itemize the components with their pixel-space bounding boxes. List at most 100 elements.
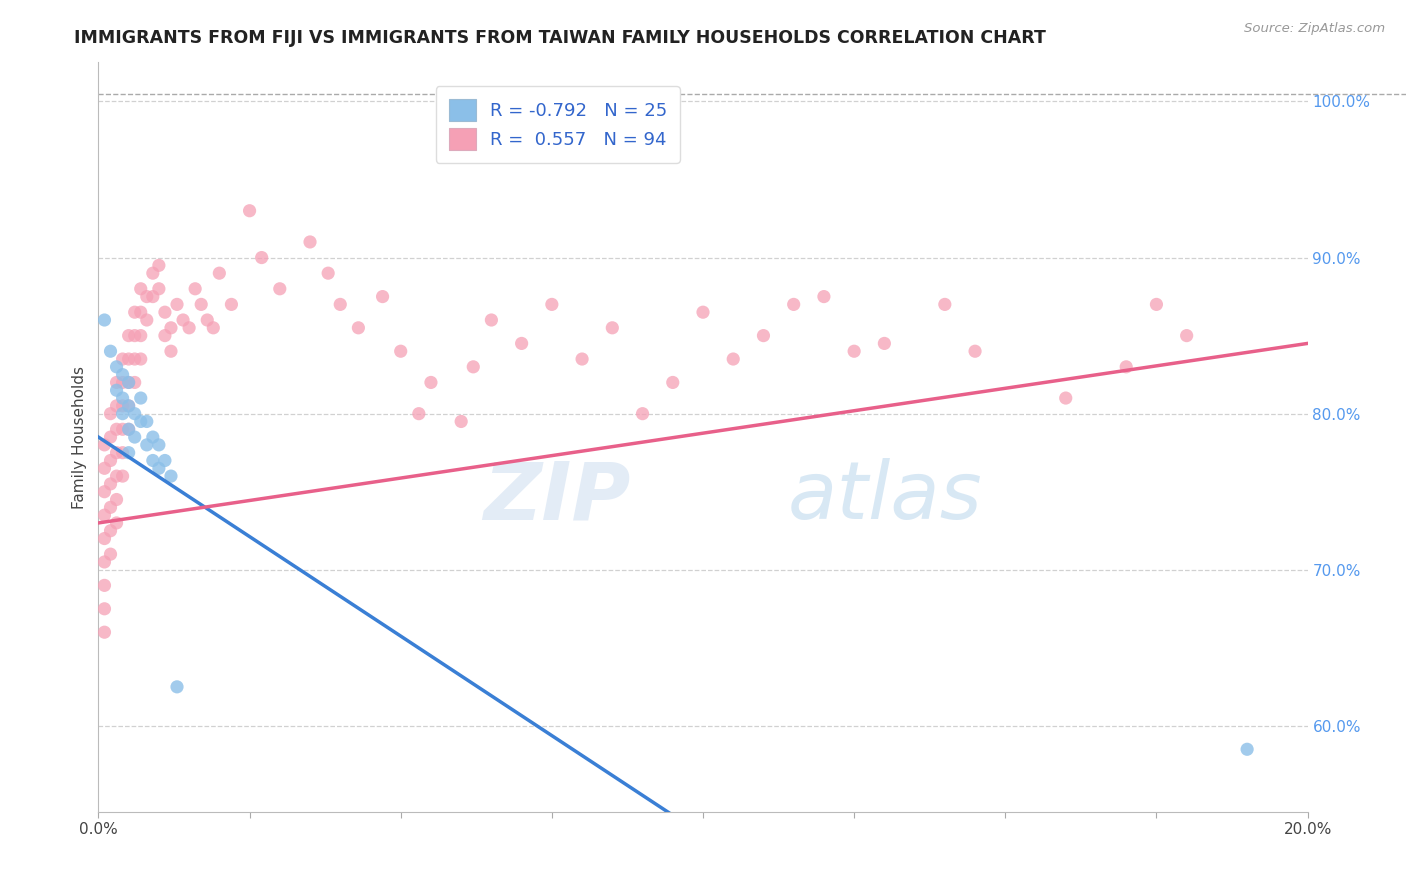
Point [752, 328, 775, 343]
Point [160, 469, 183, 483]
Point [93, 601, 115, 615]
Point [723, 351, 745, 366]
Point [450, 414, 472, 428]
Point [100, 524, 122, 538]
Point [93, 578, 115, 592]
Point [661, 376, 683, 390]
Point [873, 336, 896, 351]
Point [105, 384, 128, 398]
Point [934, 297, 956, 311]
Point [129, 328, 152, 343]
Point [316, 266, 339, 280]
Point [105, 445, 128, 459]
Point [148, 282, 170, 296]
Point [111, 391, 134, 405]
Point [129, 391, 152, 405]
Point [129, 282, 152, 296]
Point [100, 344, 122, 359]
Point [135, 414, 157, 428]
Point [93, 625, 115, 640]
Point [111, 422, 134, 436]
Point [571, 351, 593, 366]
Point [111, 399, 134, 413]
Point [166, 297, 188, 311]
Point [160, 320, 183, 334]
Point [124, 430, 146, 444]
Point [1054, 391, 1077, 405]
Point [190, 297, 212, 311]
Text: atlas: atlas [787, 458, 983, 536]
Point [100, 500, 122, 515]
Point [166, 680, 188, 694]
Point [602, 320, 624, 334]
Point [124, 407, 146, 421]
Point [813, 289, 835, 303]
Point [100, 430, 122, 444]
Point [93, 508, 115, 522]
Point [965, 344, 987, 359]
Point [1144, 297, 1167, 311]
Point [105, 516, 128, 530]
Point [299, 235, 322, 249]
Point [118, 445, 141, 459]
Point [105, 469, 128, 483]
Point [129, 414, 152, 428]
Point [111, 368, 134, 382]
Point [148, 258, 170, 272]
Point [540, 297, 562, 311]
Point [463, 359, 485, 374]
Point [371, 289, 394, 303]
Point [105, 376, 128, 390]
Point [93, 461, 115, 475]
Point [1115, 359, 1137, 374]
Point [153, 305, 176, 319]
Point [1236, 742, 1258, 756]
Point [153, 453, 176, 467]
Point [631, 407, 654, 421]
Point [148, 438, 170, 452]
Point [142, 266, 165, 280]
Text: IMMIGRANTS FROM FIJI VS IMMIGRANTS FROM TAIWAN FAMILY HOUSEHOLDS CORRELATION CHA: IMMIGRANTS FROM FIJI VS IMMIGRANTS FROM … [75, 29, 1046, 47]
Point [692, 305, 714, 319]
Point [172, 313, 194, 327]
Point [93, 555, 115, 569]
Point [250, 251, 273, 265]
Point [100, 407, 122, 421]
Point [118, 422, 141, 436]
Point [118, 376, 141, 390]
Point [93, 438, 115, 452]
Point [105, 492, 128, 507]
Point [93, 484, 115, 499]
Point [783, 297, 806, 311]
Point [135, 438, 157, 452]
Point [153, 328, 176, 343]
Point [481, 313, 503, 327]
Point [129, 351, 152, 366]
Point [111, 445, 134, 459]
Point [389, 344, 412, 359]
Point [408, 407, 430, 421]
Point [202, 320, 225, 334]
Point [221, 297, 243, 311]
Point [111, 351, 134, 366]
Point [208, 266, 231, 280]
Point [100, 476, 122, 491]
Point [195, 313, 218, 327]
Point [118, 399, 141, 413]
Point [111, 469, 134, 483]
Point [142, 453, 165, 467]
Point [111, 376, 134, 390]
Point [184, 282, 207, 296]
Point [135, 289, 157, 303]
Point [124, 328, 146, 343]
Point [1175, 328, 1198, 343]
Point [148, 461, 170, 475]
Point [118, 399, 141, 413]
Point [105, 422, 128, 436]
Point [129, 305, 152, 319]
Point [124, 376, 146, 390]
Point [135, 313, 157, 327]
Point [179, 320, 201, 334]
Point [329, 297, 352, 311]
Point [118, 376, 141, 390]
